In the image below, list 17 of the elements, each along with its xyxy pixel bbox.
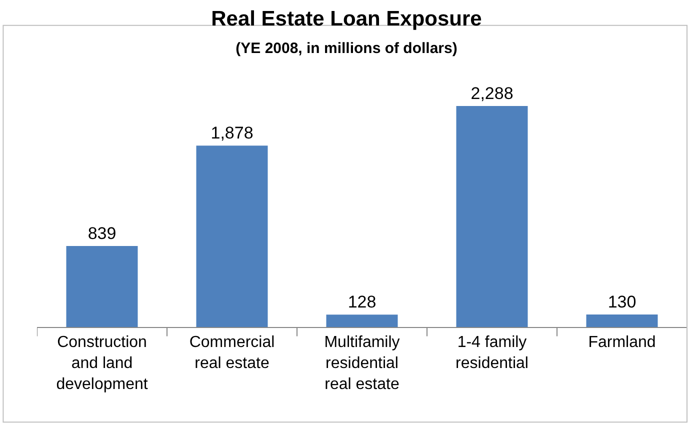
- x-tick-label: Multifamily residential real estate: [324, 334, 400, 393]
- bar: [66, 246, 138, 327]
- bar: [456, 106, 528, 327]
- data-label: 128: [348, 292, 376, 312]
- chart-title: Real Estate Loan Exposure: [211, 8, 482, 31]
- x-tick-label: Farmland: [588, 334, 656, 352]
- data-label: 839: [88, 224, 116, 243]
- data-label: 130: [608, 292, 636, 312]
- data-label: 1,878: [210, 124, 254, 143]
- bar: [326, 314, 398, 327]
- x-tick-label: 1-4 family residential: [456, 334, 528, 372]
- chart-subtitle: (YE 2008, in millions of dollars): [236, 40, 458, 57]
- x-tick-label: Commercial real estate: [189, 334, 275, 372]
- x-tick-label: Construction and land development: [56, 334, 148, 393]
- data-label: 2,288: [470, 84, 514, 104]
- bar: [196, 146, 268, 327]
- bar: [586, 314, 658, 327]
